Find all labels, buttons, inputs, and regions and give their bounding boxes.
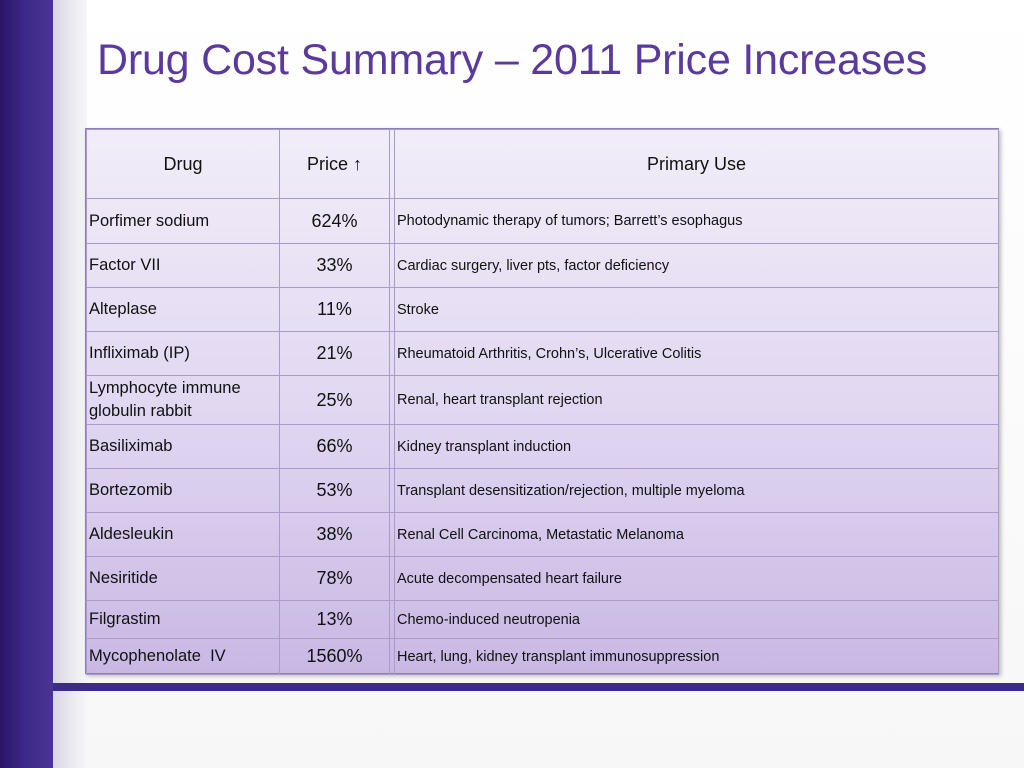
table-row: Alteplase 11% Stroke [86,287,999,332]
cell-price: 13% [279,600,390,639]
slide-title: Drug Cost Summary – 2011 Price Increases [97,36,928,84]
table-row: Bortezomib 53% Transplant desensitizatio… [86,468,999,513]
bottom-accent-rule [53,683,1024,691]
cell-drug: Infliximab (IP) [86,331,280,376]
header-drug: Drug [86,129,280,199]
cell-primary-use: Chemo-induced neutropenia [394,600,999,639]
cell-price: 66% [279,424,390,469]
cell-price: 53% [279,468,390,513]
cell-primary-use: Rheumatoid Arthritis, Crohn’s, Ulcerativ… [394,331,999,376]
table-header-row: Drug Price ↑ Primary Use [86,129,999,199]
table-row: Infliximab (IP) 21% Rheumatoid Arthritis… [86,331,999,376]
cell-drug: Bortezomib [86,468,280,513]
cell-drug: Porfimer sodium [86,198,280,244]
cell-primary-use: Heart, lung, kidney transplant immunosup… [394,638,999,675]
cell-drug: Alteplase [86,287,280,332]
table-row: Aldesleukin 38% Renal Cell Carcinoma, Me… [86,512,999,557]
cell-price: 25% [279,375,390,425]
table-row: Factor VII 33% Cardiac surgery, liver pt… [86,243,999,288]
drug-table: Drug Price ↑ Primary Use Porfimer sodium… [86,129,999,675]
cell-primary-use: Renal, heart transplant rejection [394,375,999,425]
cell-drug: Nesiritide [86,556,280,601]
left-accent-shade [53,0,87,768]
table-row: Basiliximab 66% Kidney transplant induct… [86,424,999,469]
table-row: Porfimer sodium 624% Photodynamic therap… [86,198,999,244]
cell-primary-use: Cardiac surgery, liver pts, factor defic… [394,243,999,288]
cell-price: 21% [279,331,390,376]
table-row: Filgrastim 13% Chemo-induced neutropenia [86,600,999,639]
cell-price: 11% [279,287,390,332]
cell-drug: Filgrastim [86,600,280,639]
cell-drug: Factor VII [86,243,280,288]
cell-drug: Lymphocyte immune globulin rabbit [86,375,280,425]
cell-price: 624% [279,198,390,244]
header-primary-use: Primary Use [394,129,999,199]
header-price: Price ↑ [279,129,390,199]
cell-price: 78% [279,556,390,601]
cell-primary-use: Renal Cell Carcinoma, Metastatic Melanom… [394,512,999,557]
cell-primary-use: Photodynamic therapy of tumors; Barrett’… [394,198,999,244]
cell-primary-use: Kidney transplant induction [394,424,999,469]
cell-price: 33% [279,243,390,288]
cell-drug: Basiliximab [86,424,280,469]
cell-price: 38% [279,512,390,557]
left-accent-bar [0,0,53,768]
table-row: Nesiritide 78% Acute decompensated heart… [86,556,999,601]
cell-drug: Mycophenolate IV [86,638,280,675]
cell-primary-use: Transplant desensitization/rejection, mu… [394,468,999,513]
cell-primary-use: Acute decompensated heart failure [394,556,999,601]
drug-cost-table: Drug Price ↑ Primary Use Porfimer sodium… [85,128,999,675]
table-row: Lymphocyte immune globulin rabbit 25% Re… [86,375,999,425]
cell-price: 1560% [279,638,390,675]
cell-primary-use: Stroke [394,287,999,332]
table-row: Mycophenolate IV 1560% Heart, lung, kidn… [86,638,999,675]
cell-drug: Aldesleukin [86,512,280,557]
